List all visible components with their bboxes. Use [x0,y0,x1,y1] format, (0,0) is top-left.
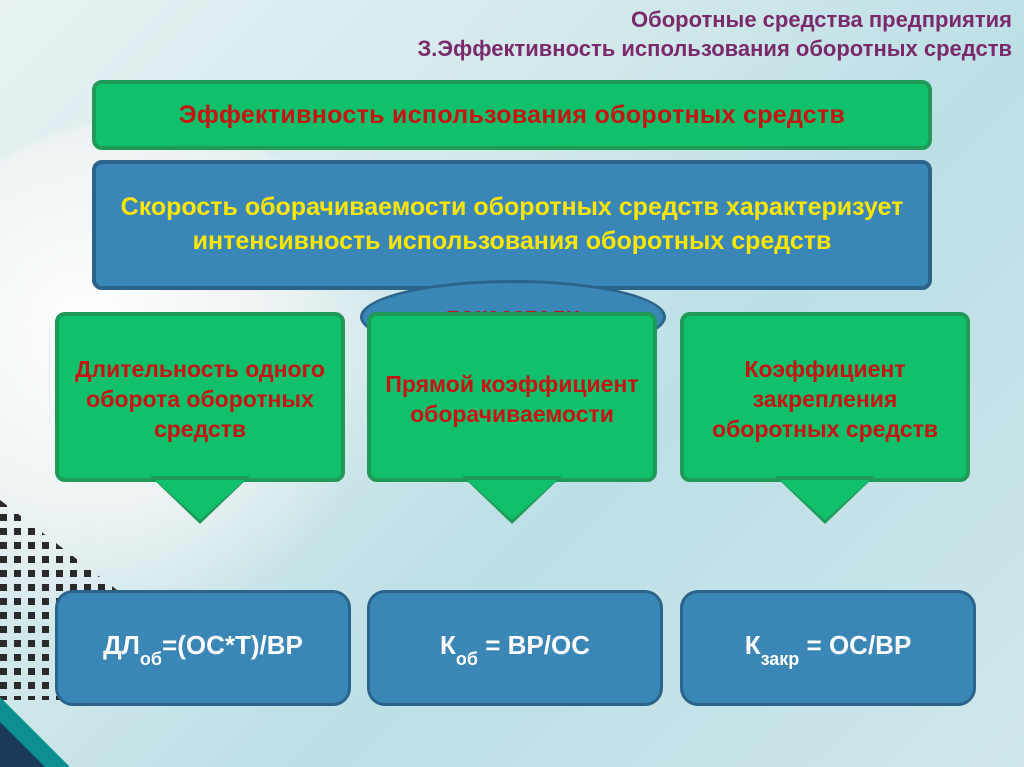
formula-text: ДЛоб=(ОС*Т)/ВР [103,630,303,665]
formula-text: Коб = ВР/ОС [440,630,590,665]
formula-box-0: ДЛоб=(ОС*Т)/ВР [55,590,351,706]
formula-box-1: Коб = ВР/ОС [367,590,663,706]
indicator-arrow-0: Длительность одного оборота оборотных ср… [55,312,345,482]
slide: Оборотные средства предприятия З.Эффекти… [0,0,1024,767]
indicator-arrow-head-1 [467,480,557,520]
indicator-arrow-head-0 [155,480,245,520]
title-box-text: Эффективность использования оборотных ср… [179,101,845,130]
indicator-arrow-label: Длительность одного оборота оборотных ср… [67,355,333,445]
indicator-arrow-head-2 [780,480,870,520]
formula-box-2: Кзакр = ОС/ВР [680,590,976,706]
indicator-arrow-1: Прямой коэффициент оборачиваемости [367,312,657,482]
indicator-arrow-2: Коэффициент закрепления оборотных средст… [680,312,970,482]
indicator-arrow-label: Коэффициент закрепления оборотных средст… [692,355,958,445]
speed-box: Скорость оборачиваемости оборотных средс… [92,160,932,290]
header-line-2: З.Эффективность использования оборотных … [417,35,1012,64]
speed-box-text: Скорость оборачиваемости оборотных средс… [110,191,914,259]
slide-header: Оборотные средства предприятия З.Эффекти… [417,6,1012,63]
indicator-arrow-label: Прямой коэффициент оборачиваемости [379,370,645,430]
title-box: Эффективность использования оборотных ср… [92,80,932,150]
header-line-1: Оборотные средства предприятия [417,6,1012,35]
formula-text: Кзакр = ОС/ВР [745,630,912,665]
corner-stripe [0,697,70,767]
